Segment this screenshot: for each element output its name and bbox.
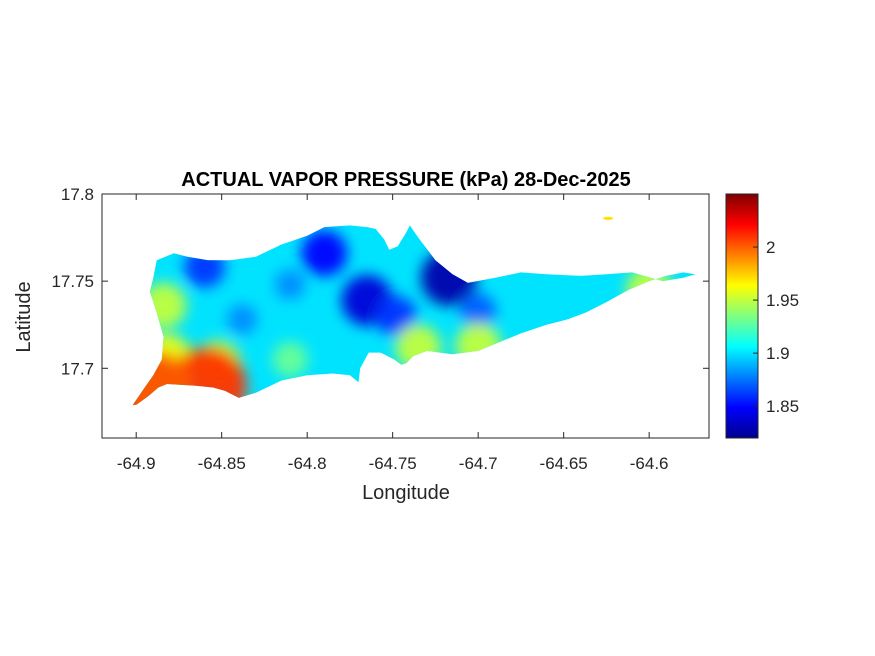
chart-title: ACTUAL VAPOR PRESSURE (kPa) 28-Dec-2025 [181, 169, 630, 191]
colorbar: 1.85 1.9 1.95 2 [725, 193, 799, 439]
y-axis-label: Latitude [13, 281, 35, 352]
colorbar-ticks: 1.85 1.9 1.95 2 [753, 238, 799, 416]
field-anomaly-15 [626, 266, 673, 313]
islet-0 [603, 216, 614, 220]
x-tick-label: -64.65 [540, 454, 588, 473]
vapor-pressure-field [132, 230, 673, 405]
x-tick-label: -64.75 [369, 454, 417, 473]
y-tick-label: 17.8 [61, 185, 94, 204]
colorbar-tick-label: 1.85 [766, 397, 799, 416]
y-axis-ticks: 17.7 17.75 17.8 [51, 185, 709, 378]
field-anomaly-7 [460, 293, 497, 329]
colorbar-gradient [725, 193, 759, 439]
field-anomaly-12 [272, 341, 308, 378]
field-anomaly-16 [169, 347, 247, 405]
field-anomaly-2 [301, 230, 348, 277]
field-anomaly-13 [395, 324, 442, 371]
field-anomaly-14 [455, 322, 502, 369]
x-tick-label: -64.9 [117, 454, 156, 473]
x-tick-label: -64.6 [630, 454, 669, 473]
x-axis-ticks: -64.9 -64.85 -64.8 -64.75 -64.7 -64.65 -64.6 [117, 194, 669, 473]
y-tick-label: 17.7 [61, 359, 94, 378]
field-anomaly-0 [184, 246, 226, 288]
field-anomaly-3 [274, 269, 306, 300]
x-tick-label: -64.7 [459, 454, 498, 473]
colorbar-tick-label: 1.9 [766, 344, 790, 363]
field-anomaly-8 [545, 288, 566, 309]
x-tick-label: -64.85 [198, 454, 246, 473]
islets [603, 216, 614, 220]
y-tick-label: 17.75 [51, 272, 94, 291]
colorbar-tick-label: 1.95 [766, 291, 799, 310]
x-tick-label: -64.8 [288, 454, 327, 473]
axes-box [101, 193, 710, 439]
field-anomaly-5 [375, 295, 417, 337]
field-anomaly-1 [227, 304, 258, 335]
map-area [132, 216, 696, 405]
field-anomaly-18 [132, 351, 191, 405]
colorbar-tick-label: 2 [766, 238, 775, 257]
field-anomaly-10 [140, 282, 187, 329]
x-axis-label: Longitude [362, 482, 450, 504]
